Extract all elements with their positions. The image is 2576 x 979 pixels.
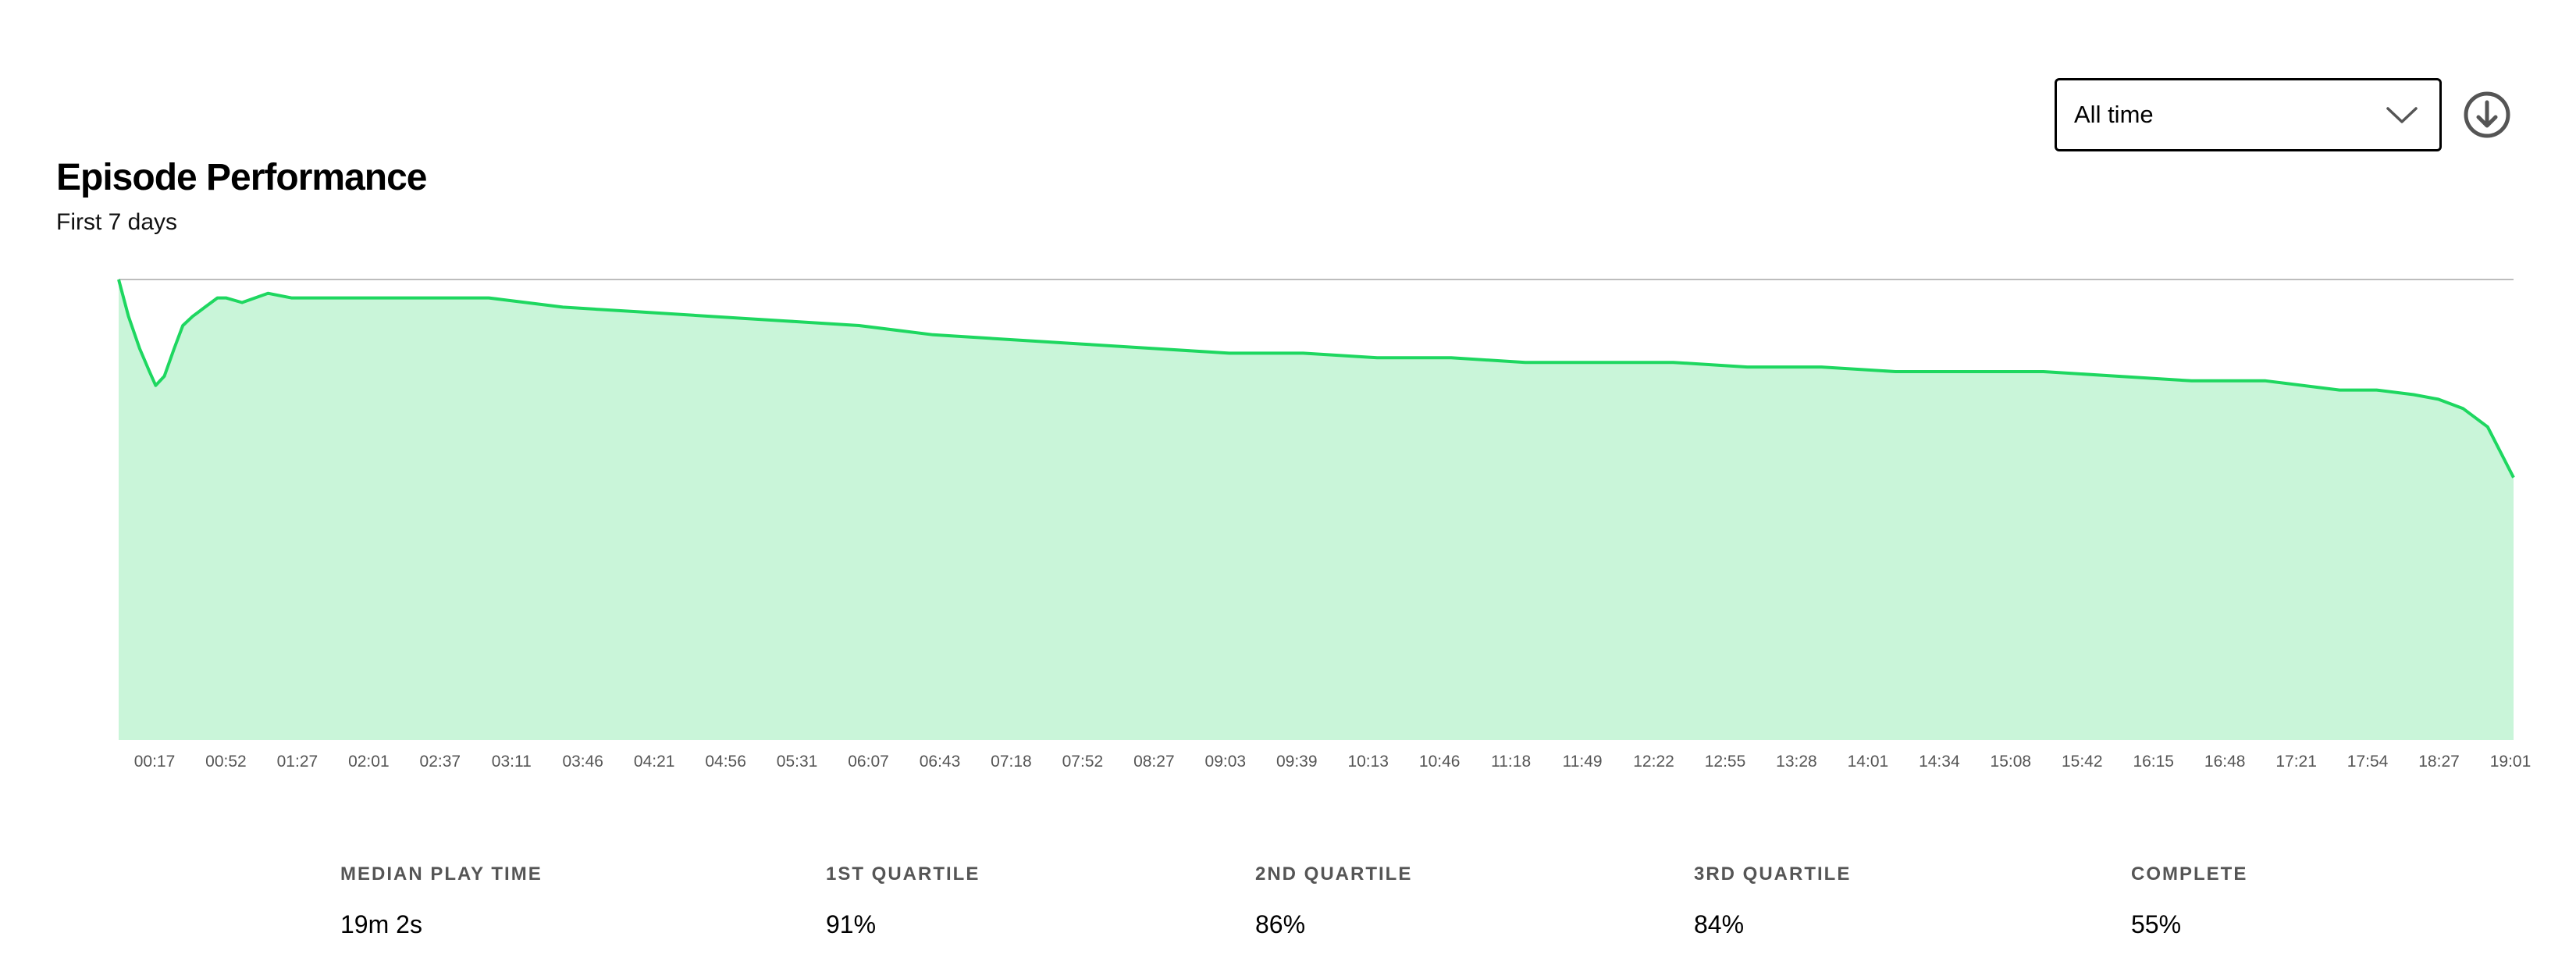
x-tick-label: 11:18 xyxy=(1491,753,1531,771)
x-tick-label: 17:21 xyxy=(2275,753,2317,771)
stat-value: 55% xyxy=(2131,910,2182,938)
stat-label: MEDIAN PLAY TIME xyxy=(340,863,543,885)
x-tick-label: 04:21 xyxy=(634,753,675,771)
x-tick-label: 03:11 xyxy=(492,753,532,771)
stat-complete: COMPLETE 55% xyxy=(2131,863,2247,939)
download-circle-icon[interactable] xyxy=(2463,91,2511,139)
x-tick-label: 15:42 xyxy=(2062,753,2103,771)
x-tick-label: 01:27 xyxy=(277,753,318,771)
x-tick-label: 16:48 xyxy=(2204,753,2246,771)
stat-second-quartile: 2ND QUARTILE 86% xyxy=(1255,863,1412,939)
x-tick-label: 06:43 xyxy=(920,753,961,771)
x-tick-label: 18:27 xyxy=(2418,753,2460,771)
x-tick-label: 12:22 xyxy=(1633,753,1674,771)
x-axis-ticks: 00:17 00:52 01:27 02:01 02:37 03:11 03:46 04:21… xyxy=(134,753,2532,771)
x-tick-label: 19:01 xyxy=(2490,753,2532,771)
x-tick-label: 15:08 xyxy=(1991,753,2032,771)
x-tick-label: 02:37 xyxy=(420,753,461,771)
x-tick-label: 17:54 xyxy=(2347,753,2389,771)
x-tick-label: 14:34 xyxy=(1919,753,1960,771)
x-tick-label: 09:03 xyxy=(1205,753,1247,771)
retention-chart: 00:17 00:52 01:27 02:01 02:37 03:11 03:46 04:21… xyxy=(117,279,2532,771)
retention-line xyxy=(117,279,2515,479)
stat-value: 84% xyxy=(1694,910,1745,938)
x-tick-label: 02:01 xyxy=(348,753,390,771)
x-tick-label: 03:46 xyxy=(562,753,603,771)
x-tick-label: 13:28 xyxy=(1776,753,1817,771)
x-tick-label: 09:39 xyxy=(1276,753,1318,771)
x-tick-label: 14:01 xyxy=(1848,753,1889,771)
x-tick-label: 08:27 xyxy=(1133,753,1175,771)
stat-first-quartile: 1ST QUARTILE 91% xyxy=(826,863,980,939)
time-range-dropdown[interactable]: All time xyxy=(2055,78,2442,151)
stat-label: 2ND QUARTILE xyxy=(1255,863,1413,885)
x-tick-label: 10:46 xyxy=(1419,753,1461,771)
x-tick-label: 11:49 xyxy=(1563,753,1603,771)
x-tick-label: 00:52 xyxy=(205,753,247,771)
page-subtitle: First 7 days xyxy=(56,209,178,235)
x-tick-label: 12:55 xyxy=(1705,753,1746,771)
x-tick-label: 04:56 xyxy=(705,753,746,771)
chevron-down-icon xyxy=(2386,107,2418,123)
stat-label: 1ST QUARTILE xyxy=(826,863,980,885)
stat-label: COMPLETE xyxy=(2131,863,2248,885)
x-tick-label: 05:31 xyxy=(777,753,818,771)
stat-value: 91% xyxy=(826,910,877,938)
retention-area xyxy=(119,279,2514,740)
x-tick-label: 07:52 xyxy=(1062,753,1104,771)
stat-value: 19m 2s xyxy=(340,910,422,938)
stat-value: 86% xyxy=(1255,910,1306,938)
x-tick-label: 10:13 xyxy=(1347,753,1389,771)
x-tick-label: 16:15 xyxy=(2133,753,2174,771)
stat-third-quartile: 3RD QUARTILE 84% xyxy=(1694,863,1851,939)
x-tick-label: 07:18 xyxy=(991,753,1032,771)
x-tick-label: 06:07 xyxy=(848,753,889,771)
stat-median-play-time: MEDIAN PLAY TIME 19m 2s xyxy=(340,863,543,939)
x-tick-label: 00:17 xyxy=(134,753,176,771)
page-title: Episode Performance xyxy=(56,157,427,198)
stat-label: 3RD QUARTILE xyxy=(1694,863,1852,885)
time-range-value: All time xyxy=(2074,101,2154,128)
